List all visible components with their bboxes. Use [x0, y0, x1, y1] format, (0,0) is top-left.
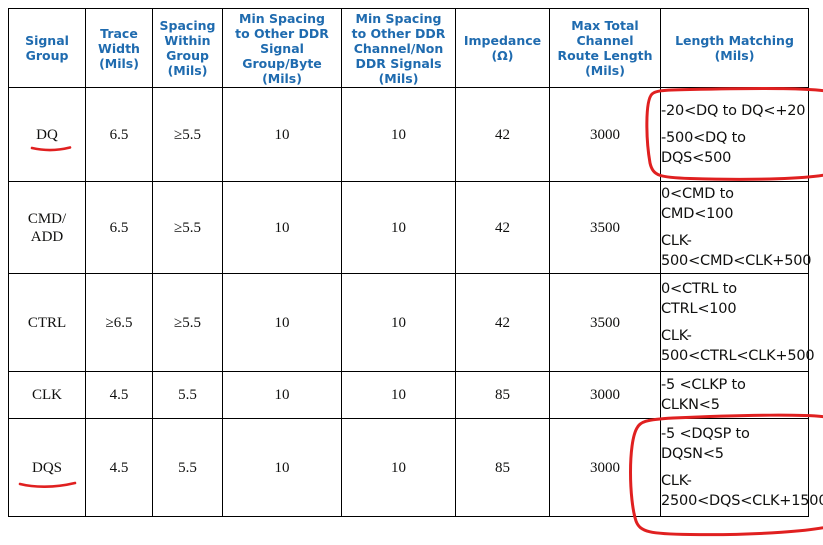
- header-line: (Mils): [167, 63, 208, 78]
- cell-signal-group: CLK: [8, 371, 86, 419]
- cell-min-spacing-other-channel: 10: [341, 371, 456, 419]
- header-line: Channel: [576, 33, 634, 48]
- header-line: Route Length: [557, 48, 653, 63]
- column-header-spacing-within-group: Spacing Within Group (Mils): [152, 8, 223, 88]
- length-matching-rule: 0<CTRL to CTRL<100: [661, 281, 737, 317]
- column-header-trace-width: Trace Width (Mils): [85, 8, 153, 88]
- header-line: Max Total: [571, 18, 639, 33]
- cell-trace-width: 6.5: [85, 181, 153, 274]
- cell-min-spacing-other-channel: 10: [341, 87, 456, 182]
- cell-spacing-within-group: ≥5.5: [152, 181, 223, 274]
- cell-spacing-within-group: 5.5: [152, 418, 223, 517]
- length-matching-rule: -5 <CLKP to CLKN<5: [661, 377, 746, 413]
- table-row: CMD/ ADD 6.5 ≥5.5 10 10 42 3500 0<CMD to…: [8, 181, 812, 274]
- signal-group-label: CLK: [32, 387, 62, 403]
- column-header-impedance: Impedance (Ω): [455, 8, 550, 88]
- header-line: Channel/Non: [353, 40, 444, 56]
- cell-min-spacing-other-channel: 10: [341, 181, 456, 274]
- signal-group-label: DQ: [36, 126, 58, 143]
- header-line: Within: [164, 33, 211, 48]
- length-matching-rule: -5 <DQSP to DQSN<5: [661, 426, 750, 462]
- column-header-min-spacing-other-ddr-channel: Min Spacing to Other DDR Channel/Non DDR…: [341, 8, 456, 88]
- cell-trace-width: 4.5: [85, 371, 153, 419]
- cell-length-matching: -20<DQ to DQ<+20 -500<DQ to DQS<500: [660, 87, 809, 182]
- cell-impedance: 42: [455, 273, 550, 372]
- cell-spacing-within-group: 5.5: [152, 371, 223, 419]
- header-line: Signal: [25, 33, 69, 48]
- length-matching-rule: -500<DQ to DQS<500: [661, 130, 746, 166]
- cell-min-spacing-ddr-group: 10: [222, 273, 342, 372]
- header-line: Min Spacing: [355, 10, 442, 26]
- cell-trace-width: ≥6.5: [85, 273, 153, 372]
- length-matching-rule: CLK-2500<DQS<CLK+1500: [661, 473, 823, 509]
- header-line: Signal: [260, 40, 304, 56]
- cell-signal-group: CMD/ ADD: [8, 181, 86, 274]
- column-header-signal-group: Signal Group: [8, 8, 86, 88]
- signal-group-label: CMD/: [27, 210, 67, 227]
- header-line: (Mils): [714, 48, 755, 63]
- cell-trace-width: 4.5: [85, 418, 153, 517]
- cell-max-route-length: 3000: [549, 371, 661, 419]
- cell-min-spacing-other-channel: 10: [341, 273, 456, 372]
- cell-impedance: 85: [455, 371, 550, 419]
- header-line: Trace: [100, 25, 138, 41]
- column-header-length-matching: Length Matching (Mils): [660, 8, 809, 88]
- header-line: Group: [166, 48, 209, 63]
- length-matching-rule: CLK-500<CTRL<CLK+500: [661, 328, 815, 364]
- column-header-min-spacing-other-ddr-signal-group: Min Spacing to Other DDR Signal Group/By…: [222, 8, 342, 88]
- table-row: CTRL ≥6.5 ≥5.5 10 10 42 3500 0<CTRL to C…: [8, 273, 815, 372]
- table-row: DQ 6.5 ≥5.5 10 10 42 3000 -20<DQ to DQ<+…: [8, 87, 809, 182]
- cell-min-spacing-ddr-group: 10: [222, 418, 342, 517]
- header-line: Impedance: [463, 33, 542, 48]
- header-line: (Mils): [99, 55, 139, 71]
- signal-group-label: DQS: [31, 459, 62, 476]
- cell-signal-group: DQS: [8, 418, 86, 517]
- cell-length-matching: -5 <DQSP to DQSN<5 CLK-2500<DQS<CLK+1500: [660, 418, 823, 517]
- length-matching-rule: 0<CMD to CMD<100: [661, 186, 734, 222]
- cell-impedance: 42: [455, 181, 550, 274]
- cell-impedance: 85: [455, 418, 550, 517]
- cell-max-route-length: 3000: [549, 418, 661, 517]
- length-matching-rule: CLK-500<CMD<CLK+500: [661, 233, 812, 269]
- header-line: Group: [25, 48, 69, 63]
- header-line: Spacing: [159, 18, 216, 33]
- cell-signal-group: DQ: [8, 87, 86, 182]
- cell-spacing-within-group: ≥5.5: [152, 87, 223, 182]
- signal-group-label: ADD: [30, 228, 64, 245]
- cell-min-spacing-ddr-group: 10: [222, 181, 342, 274]
- cell-max-route-length: 3500: [549, 273, 661, 372]
- cell-max-route-length: 3500: [549, 181, 661, 274]
- header-line: (Mils): [262, 70, 302, 86]
- table-row: DQS 4.5 5.5 10 10 85 3000 -5 <DQSP to DQ…: [8, 418, 823, 517]
- table-row: CLK 4.5 5.5 10 10 85 3000 -5 <CLKP to CL…: [8, 371, 809, 419]
- header-line: (Ω): [491, 48, 514, 63]
- cell-min-spacing-ddr-group: 10: [222, 371, 342, 419]
- cell-impedance: 42: [455, 87, 550, 182]
- header-line: (Mils): [585, 63, 625, 78]
- cell-length-matching: 0<CTRL to CTRL<100 CLK-500<CTRL<CLK+500: [660, 273, 815, 372]
- cell-spacing-within-group: ≥5.5: [152, 273, 223, 372]
- cell-min-spacing-other-channel: 10: [341, 418, 456, 517]
- signal-group-label: CTRL: [27, 314, 67, 331]
- ddr-routing-spec-table: Signal Group Trace Width (Mils) Spacing …: [8, 8, 823, 517]
- header-line: to Other DDR: [351, 25, 446, 41]
- header-line: (Mils): [378, 70, 419, 86]
- cell-length-matching: -5 <CLKP to CLKN<5: [660, 371, 809, 419]
- cell-trace-width: 6.5: [85, 87, 153, 182]
- header-line: to Other DDR: [235, 25, 329, 41]
- header-line: DDR Signals: [355, 55, 442, 71]
- length-matching-rule: -20<DQ to DQ<+20: [661, 103, 806, 119]
- cell-max-route-length: 3000: [549, 87, 661, 182]
- cell-min-spacing-ddr-group: 10: [222, 87, 342, 182]
- table-header-row: Signal Group Trace Width (Mils) Spacing …: [8, 8, 809, 88]
- header-line: Min Spacing: [239, 10, 325, 26]
- column-header-max-total-channel-route-length: Max Total Channel Route Length (Mils): [549, 8, 661, 88]
- cell-signal-group: CTRL: [8, 273, 86, 372]
- cell-length-matching: 0<CMD to CMD<100 CLK-500<CMD<CLK+500: [660, 181, 812, 274]
- header-line: Length Matching: [675, 33, 794, 48]
- header-line: Width: [98, 40, 140, 56]
- header-line: Group/Byte: [242, 55, 322, 71]
